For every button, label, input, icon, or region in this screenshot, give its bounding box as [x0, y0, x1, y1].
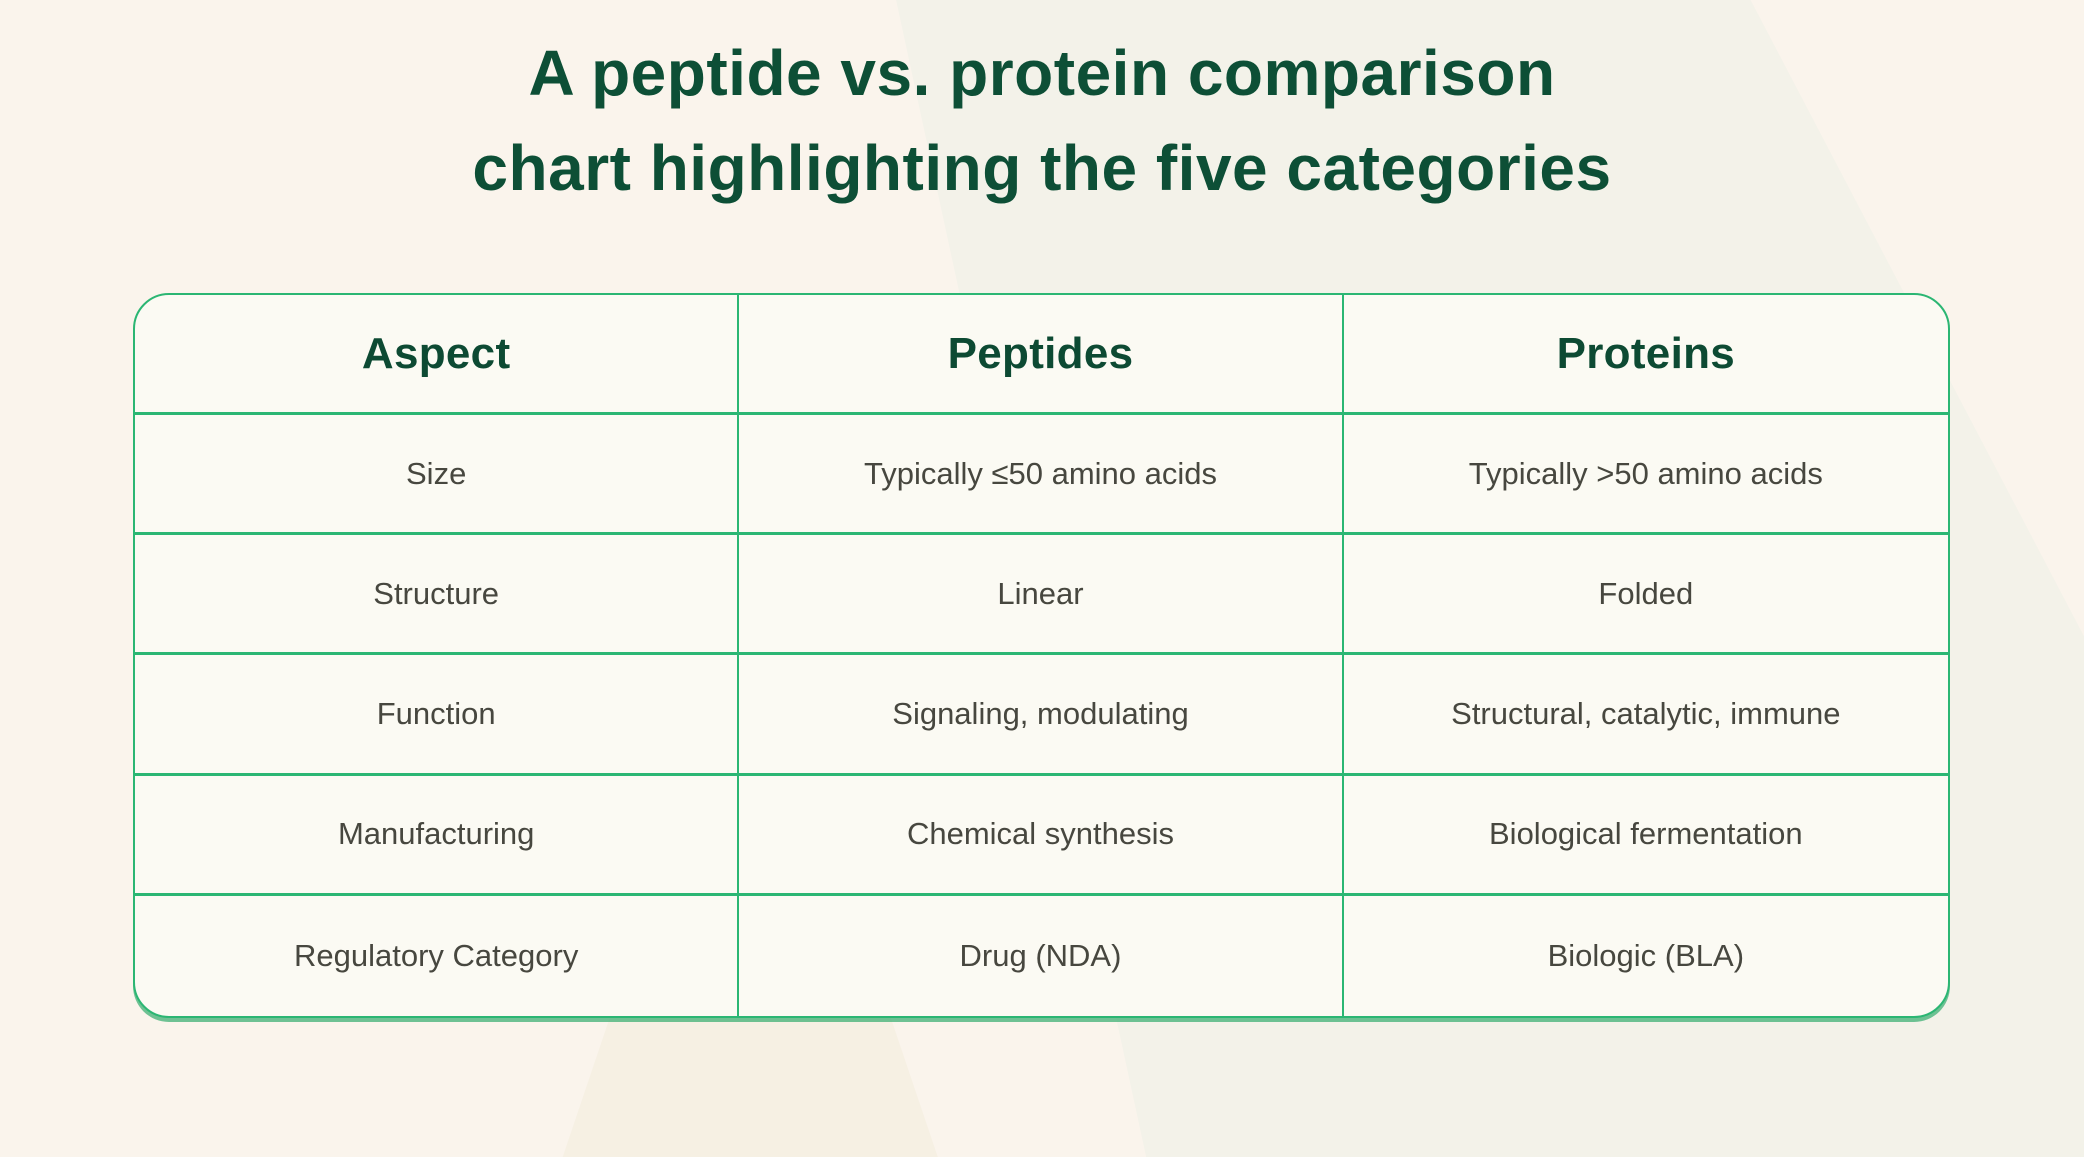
page-title: A peptide vs. protein comparison chart h…	[0, 26, 2084, 216]
header-cell-peptides: Peptides	[739, 295, 1344, 415]
table-cell-function-aspect: Function	[135, 655, 740, 776]
table-cell-size-aspect: Size	[135, 415, 740, 536]
header-cell-aspect: Aspect	[135, 295, 740, 415]
comparison-table: Aspect Peptides Proteins Size Typically …	[133, 293, 1950, 1018]
table-cell-structure-aspect: Structure	[135, 535, 740, 656]
page-title-line-2: chart highlighting the five categories	[472, 132, 1612, 204]
page-title-line-1: A peptide vs. protein comparison	[528, 37, 1556, 109]
table-cell-regulatory-aspect: Regulatory Category	[135, 895, 740, 1016]
table-cell-manufacturing-aspect: Manufacturing	[135, 775, 740, 896]
table-cell-function-peptides: Signaling, modulating	[739, 655, 1344, 776]
table-cell-manufacturing-proteins: Biological fermentation	[1343, 776, 1948, 896]
table-cell-size-proteins: Typically >50 amino acids	[1343, 415, 1948, 536]
table-cell-manufacturing-peptides: Chemical synthesis	[739, 775, 1344, 896]
table-cell-structure-peptides: Linear	[739, 535, 1344, 656]
table-cell-function-proteins: Structural, catalytic, immune	[1343, 655, 1948, 776]
table-cell-regulatory-peptides: Drug (NDA)	[739, 895, 1344, 1016]
table-cell-size-peptides: Typically ≤50 amino acids	[739, 415, 1344, 536]
table-cell-regulatory-proteins: Biologic (BLA)	[1547, 937, 1745, 973]
table-cell-structure-proteins: Folded	[1343, 535, 1948, 656]
header-cell-proteins: Proteins	[1343, 295, 1948, 415]
